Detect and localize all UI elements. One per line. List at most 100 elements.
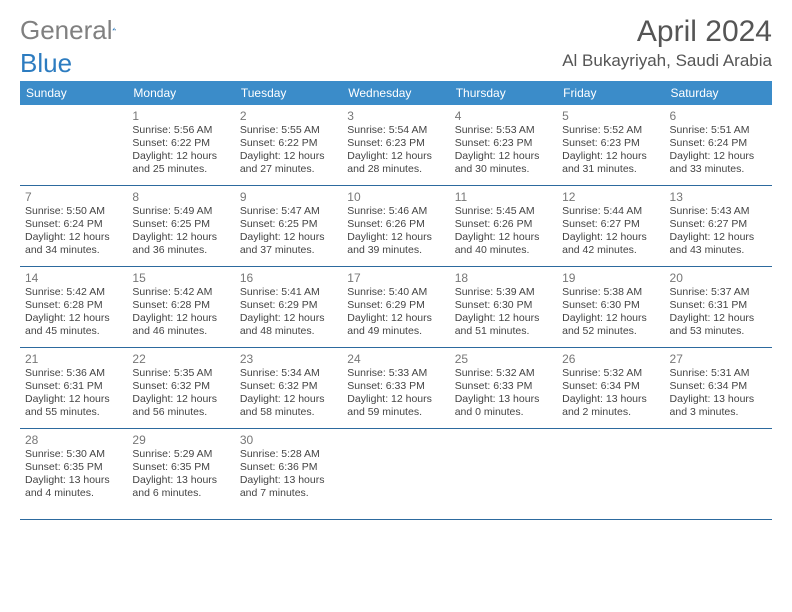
sunrise-line: Sunrise: 5:40 AM xyxy=(347,286,444,299)
sunset-line: Sunset: 6:28 PM xyxy=(25,299,122,312)
day-header-cell: Sunday xyxy=(20,81,127,105)
sunrise-line: Sunrise: 5:30 AM xyxy=(25,448,122,461)
day-header-cell: Friday xyxy=(557,81,664,105)
day-header-cell: Thursday xyxy=(450,81,557,105)
week-row: 1Sunrise: 5:56 AMSunset: 6:22 PMDaylight… xyxy=(20,105,772,186)
daylight-line: Daylight: 12 hours and 52 minutes. xyxy=(562,312,659,338)
day-number: 21 xyxy=(25,352,122,366)
weeks-container: 1Sunrise: 5:56 AMSunset: 6:22 PMDaylight… xyxy=(20,105,772,520)
daylight-line: Daylight: 12 hours and 49 minutes. xyxy=(347,312,444,338)
sunrise-line: Sunrise: 5:44 AM xyxy=(562,205,659,218)
day-number: 27 xyxy=(670,352,767,366)
sunset-line: Sunset: 6:27 PM xyxy=(562,218,659,231)
sunrise-line: Sunrise: 5:47 AM xyxy=(240,205,337,218)
day-cell: 27Sunrise: 5:31 AMSunset: 6:34 PMDayligh… xyxy=(665,348,772,428)
sunset-line: Sunset: 6:31 PM xyxy=(25,380,122,393)
sunrise-line: Sunrise: 5:56 AM xyxy=(132,124,229,137)
day-number: 29 xyxy=(132,433,229,447)
sunset-line: Sunset: 6:36 PM xyxy=(240,461,337,474)
daylight-line: Daylight: 12 hours and 34 minutes. xyxy=(25,231,122,257)
day-cell: 26Sunrise: 5:32 AMSunset: 6:34 PMDayligh… xyxy=(557,348,664,428)
day-cell: 15Sunrise: 5:42 AMSunset: 6:28 PMDayligh… xyxy=(127,267,234,347)
day-number: 24 xyxy=(347,352,444,366)
sunrise-line: Sunrise: 5:42 AM xyxy=(25,286,122,299)
day-number: 8 xyxy=(132,190,229,204)
day-header-row: SundayMondayTuesdayWednesdayThursdayFrid… xyxy=(20,81,772,105)
sunrise-line: Sunrise: 5:34 AM xyxy=(240,367,337,380)
sunset-line: Sunset: 6:30 PM xyxy=(562,299,659,312)
day-header-cell: Monday xyxy=(127,81,234,105)
daylight-line: Daylight: 12 hours and 30 minutes. xyxy=(455,150,552,176)
day-cell: 28Sunrise: 5:30 AMSunset: 6:35 PMDayligh… xyxy=(20,429,127,519)
sunrise-line: Sunrise: 5:52 AM xyxy=(562,124,659,137)
sunrise-line: Sunrise: 5:42 AM xyxy=(132,286,229,299)
sunrise-line: Sunrise: 5:53 AM xyxy=(455,124,552,137)
day-cell: 29Sunrise: 5:29 AMSunset: 6:35 PMDayligh… xyxy=(127,429,234,519)
day-number: 10 xyxy=(347,190,444,204)
day-number: 22 xyxy=(132,352,229,366)
day-cell: 12Sunrise: 5:44 AMSunset: 6:27 PMDayligh… xyxy=(557,186,664,266)
title-area: April 2024 Al Bukayriyah, Saudi Arabia xyxy=(562,15,772,71)
sunset-line: Sunset: 6:29 PM xyxy=(240,299,337,312)
week-row: 7Sunrise: 5:50 AMSunset: 6:24 PMDaylight… xyxy=(20,186,772,267)
daylight-line: Daylight: 12 hours and 25 minutes. xyxy=(132,150,229,176)
daylight-line: Daylight: 12 hours and 40 minutes. xyxy=(455,231,552,257)
day-number: 23 xyxy=(240,352,337,366)
sunset-line: Sunset: 6:24 PM xyxy=(670,137,767,150)
sunset-line: Sunset: 6:23 PM xyxy=(562,137,659,150)
sunrise-line: Sunrise: 5:37 AM xyxy=(670,286,767,299)
sunset-line: Sunset: 6:25 PM xyxy=(240,218,337,231)
day-cell: 13Sunrise: 5:43 AMSunset: 6:27 PMDayligh… xyxy=(665,186,772,266)
day-cell: 4Sunrise: 5:53 AMSunset: 6:23 PMDaylight… xyxy=(450,105,557,185)
sunset-line: Sunset: 6:35 PM xyxy=(25,461,122,474)
sunrise-line: Sunrise: 5:32 AM xyxy=(455,367,552,380)
day-number: 25 xyxy=(455,352,552,366)
sunset-line: Sunset: 6:32 PM xyxy=(132,380,229,393)
day-number: 15 xyxy=(132,271,229,285)
day-number: 7 xyxy=(25,190,122,204)
daylight-line: Daylight: 12 hours and 33 minutes. xyxy=(670,150,767,176)
sunset-line: Sunset: 6:33 PM xyxy=(347,380,444,393)
day-number: 19 xyxy=(562,271,659,285)
daylight-line: Daylight: 12 hours and 51 minutes. xyxy=(455,312,552,338)
day-number: 9 xyxy=(240,190,337,204)
sunrise-line: Sunrise: 5:46 AM xyxy=(347,205,444,218)
daylight-line: Daylight: 12 hours and 28 minutes. xyxy=(347,150,444,176)
day-cell: 25Sunrise: 5:32 AMSunset: 6:33 PMDayligh… xyxy=(450,348,557,428)
week-row: 28Sunrise: 5:30 AMSunset: 6:35 PMDayligh… xyxy=(20,429,772,520)
sunrise-line: Sunrise: 5:45 AM xyxy=(455,205,552,218)
day-cell: 9Sunrise: 5:47 AMSunset: 6:25 PMDaylight… xyxy=(235,186,342,266)
sunrise-line: Sunrise: 5:41 AM xyxy=(240,286,337,299)
sunrise-line: Sunrise: 5:29 AM xyxy=(132,448,229,461)
sunrise-line: Sunrise: 5:39 AM xyxy=(455,286,552,299)
day-cell: 20Sunrise: 5:37 AMSunset: 6:31 PMDayligh… xyxy=(665,267,772,347)
daylight-line: Daylight: 12 hours and 27 minutes. xyxy=(240,150,337,176)
sunset-line: Sunset: 6:22 PM xyxy=(132,137,229,150)
day-header-cell: Wednesday xyxy=(342,81,449,105)
day-cell: 6Sunrise: 5:51 AMSunset: 6:24 PMDaylight… xyxy=(665,105,772,185)
sunset-line: Sunset: 6:23 PM xyxy=(455,137,552,150)
sunrise-line: Sunrise: 5:50 AM xyxy=(25,205,122,218)
day-number: 13 xyxy=(670,190,767,204)
day-cell xyxy=(665,429,772,519)
day-cell xyxy=(342,429,449,519)
day-cell: 30Sunrise: 5:28 AMSunset: 6:36 PMDayligh… xyxy=(235,429,342,519)
day-cell xyxy=(450,429,557,519)
daylight-line: Daylight: 13 hours and 0 minutes. xyxy=(455,393,552,419)
sunset-line: Sunset: 6:24 PM xyxy=(25,218,122,231)
sunset-line: Sunset: 6:34 PM xyxy=(562,380,659,393)
sunset-line: Sunset: 6:26 PM xyxy=(347,218,444,231)
day-cell: 11Sunrise: 5:45 AMSunset: 6:26 PMDayligh… xyxy=(450,186,557,266)
daylight-line: Daylight: 12 hours and 31 minutes. xyxy=(562,150,659,176)
sunrise-line: Sunrise: 5:36 AM xyxy=(25,367,122,380)
day-number: 16 xyxy=(240,271,337,285)
day-number: 17 xyxy=(347,271,444,285)
sunset-line: Sunset: 6:22 PM xyxy=(240,137,337,150)
daylight-line: Daylight: 12 hours and 59 minutes. xyxy=(347,393,444,419)
sunrise-line: Sunrise: 5:38 AM xyxy=(562,286,659,299)
day-number: 4 xyxy=(455,109,552,123)
sunset-line: Sunset: 6:25 PM xyxy=(132,218,229,231)
sunset-line: Sunset: 6:28 PM xyxy=(132,299,229,312)
day-number: 28 xyxy=(25,433,122,447)
day-number: 30 xyxy=(240,433,337,447)
